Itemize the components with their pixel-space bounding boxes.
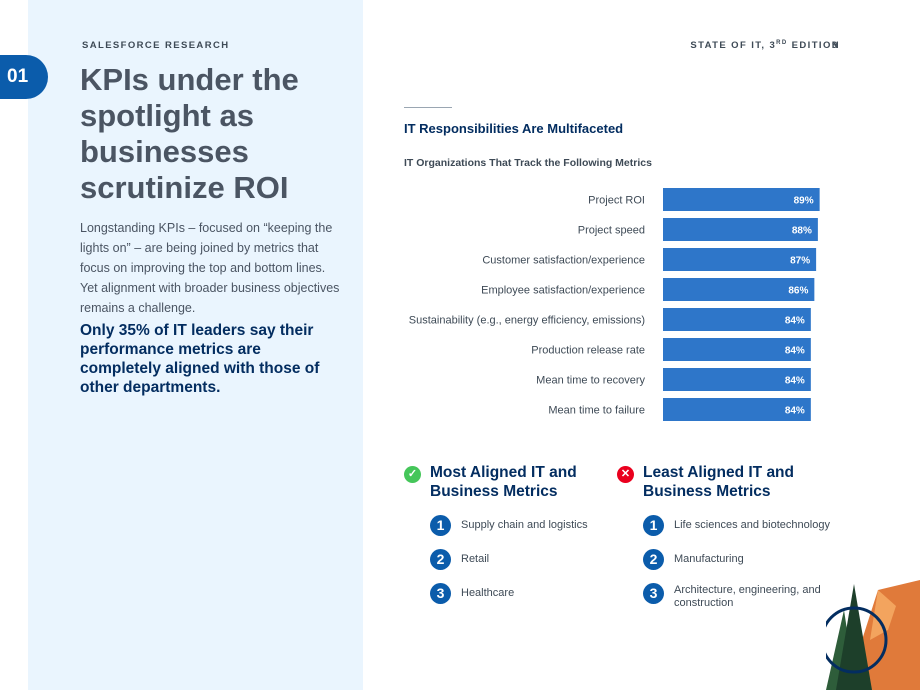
least-aligned-title: ✕ Least Aligned IT and Business Metrics [617,463,847,501]
industry-label: Manufacturing [674,553,744,565]
value-label: 84% [785,316,805,327]
rank-badge: 3 [430,583,451,604]
metric-bar [663,338,811,361]
category-label: Sustainability (e.g., energy efficiency,… [409,315,645,327]
category-label: Employee satisfaction/experience [481,285,645,297]
rank-badge: 2 [643,549,664,570]
mountain-illustration [826,580,920,690]
category-label: Mean time to recovery [536,375,645,387]
most-aligned-title-line2: Business Metrics [430,483,558,500]
metric-bar [663,308,811,331]
publication-superscript: RD [776,40,788,46]
value-label: 84% [785,346,805,357]
most-aligned-section: ✓ Most Aligned IT and Business Metrics 1… [404,463,634,604]
category-label: Project ROI [588,195,645,207]
category-label: Customer satisfaction/experience [482,255,645,267]
least-aligned-title-line1: Least Aligned IT and [643,464,794,481]
rank-badge: 1 [430,515,451,536]
title-divider [404,107,452,108]
industry-label: Retail [461,553,490,565]
metric-bar [663,398,811,421]
metric-bar [663,218,818,241]
industry-label: Life sciences and biotechnology [674,519,830,531]
value-label: 84% [785,376,805,387]
section-number-tab: 01 [0,55,48,99]
metric-bar [663,248,817,271]
most-aligned-title-line1: Most Aligned IT and [430,464,577,481]
metric-bar [663,368,811,391]
category-label: Production release rate [531,345,645,357]
category-label: Project speed [578,225,645,237]
industry-label: Healthcare [461,587,515,599]
metrics-bar-chart: Project ROI 89% Project speed 88% Customer s… [409,188,820,421]
least-aligned-section: ✕ Least Aligned IT and Business Metrics … [617,463,847,609]
rank-badge: 3 [643,583,664,604]
least-aligned-title-line2: Business Metrics [643,483,771,500]
value-label: 87% [790,256,810,267]
value-label: 84% [785,406,805,417]
publication-title: STATE OF IT, 3RD EDITION [690,40,840,51]
rank-badge: 1 [643,515,664,536]
value-label: 88% [792,226,812,237]
chart-title: IT Responsibilities Are Multifaceted [404,121,624,136]
industry-label: Architecture, engineering, and construct… [674,584,821,609]
brand-label: SALESFORCE RESEARCH [82,40,230,51]
metric-bar [663,188,820,211]
publication-suffix: EDITION [787,40,840,52]
value-label: 86% [788,286,808,297]
page-headline: KPIs under the spotlight as businesses s… [80,62,299,205]
metric-bar [663,278,815,301]
x-icon: ✕ [617,466,634,483]
left-panel [28,0,363,690]
rank-badge: 2 [430,549,451,570]
check-icon: ✓ [404,466,421,483]
callout-stat: Only 35% of IT leaders say their perform… [80,322,320,396]
chart-subtitle: IT Organizations That Track the Followin… [404,157,652,169]
value-label: 89% [794,196,814,207]
publication-name: STATE OF IT, 3 [690,40,777,52]
intro-paragraph: Longstanding KPIs – focused on “keeping … [80,221,340,315]
category-label: Mean time to failure [548,405,645,417]
most-aligned-title: ✓ Most Aligned IT and Business Metrics [404,463,634,501]
industry-label: Supply chain and logistics [461,519,588,531]
page-number: 9 [832,40,838,51]
